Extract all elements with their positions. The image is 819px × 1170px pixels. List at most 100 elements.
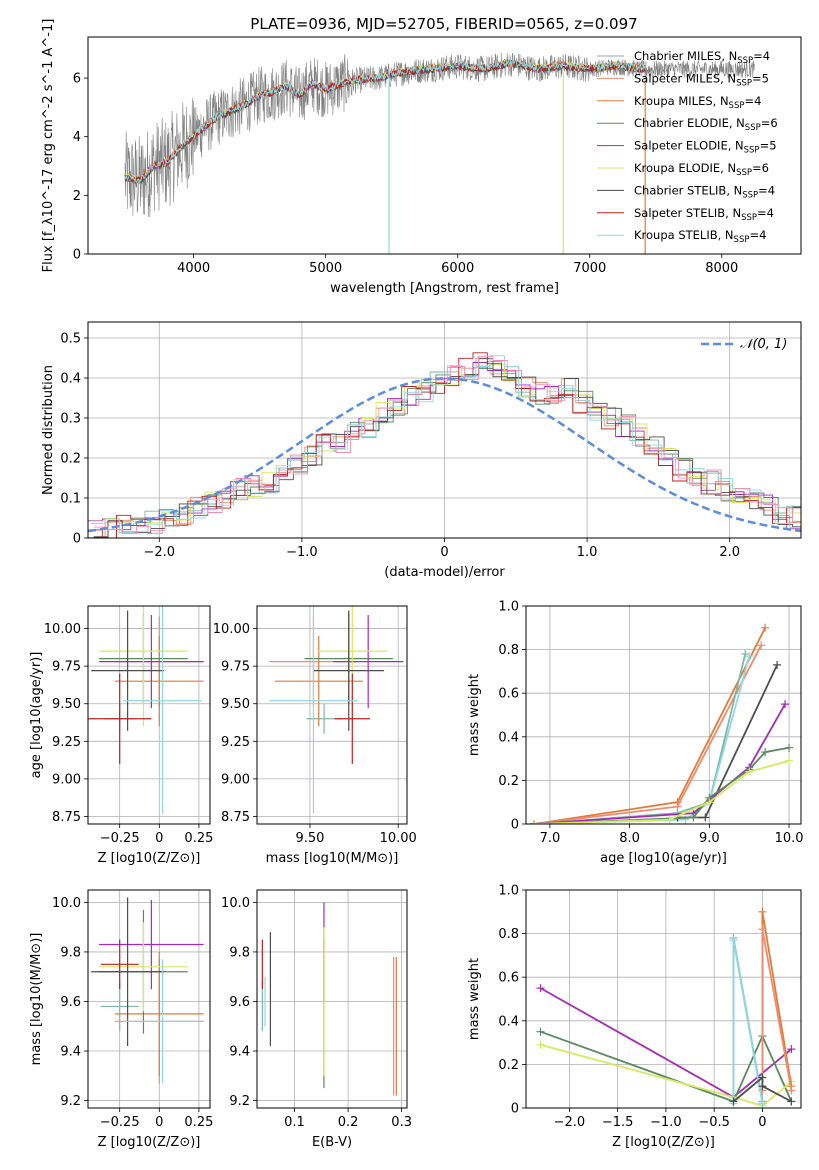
y-axis-label: mass weight: [467, 674, 482, 756]
plot-area: [526, 890, 801, 1108]
y-tick-label: 0.2: [498, 774, 519, 789]
weight-line: [533, 655, 751, 824]
residual-histogram: [88, 362, 801, 531]
panel-age_vs_Z: −0.25 0 0.25 8.75 9.00 9.25 9.50 9.75 10.00 Z [lo…: [29, 605, 213, 866]
x-tick-label: −0.25: [100, 831, 140, 846]
x-tick-label: 8.0: [619, 831, 640, 846]
weight-marker: [785, 756, 794, 765]
weight-line: [732, 1075, 792, 1103]
x-tick-label: −1.0: [286, 545, 318, 560]
legend-entry: Chabrier MILES, NSSP=4: [634, 49, 770, 66]
axes-frame: [256, 605, 408, 825]
y-tick-label: 9.6: [60, 995, 81, 1010]
data-spectrum: [124, 52, 756, 218]
x-tick-label: 0.3: [391, 1115, 412, 1130]
y-tick-label: 4: [73, 130, 81, 145]
y-tick-label: 0.4: [498, 730, 519, 745]
panel-weight_vs_age: 7.0 8.0 9.0 10.0 0 0.2 0.4 0.6 0.8 1.0 age [log10(…: [467, 600, 804, 867]
weight-line: [533, 703, 786, 824]
legend-entry: Kroupa MILES, NSSP=4: [634, 94, 761, 111]
y-axis-label: Flux [f_λ10^-17 erg cm^-2 s^-1 A^-1]: [41, 19, 56, 273]
weight-marker: [741, 649, 750, 658]
weight-marker: [757, 641, 766, 650]
x-tick-label: 0: [440, 545, 448, 560]
x-axis-label: wavelength [Angstrom, rest frame]: [330, 281, 559, 296]
panel-residuals: −2.0 −1.0 0 1.0 2.0 0 0.1 0.2 0.3 0.4 0.5 (data-mod…: [41, 321, 802, 580]
y-tick-label: 1.0: [498, 884, 519, 899]
weight-marker: [745, 767, 754, 776]
legend: Chabrier MILES, NSSP=4 Salpeter MILES, NS…: [597, 49, 778, 245]
axes-frame: [87, 36, 802, 255]
weight-marker: [665, 815, 674, 824]
y-tick-label: 9.00: [221, 772, 250, 787]
legend-entry: Chabrier STELIB, NSSP=4: [634, 183, 775, 200]
x-tick-label: 1.0: [577, 545, 598, 560]
y-tick-label: 0.2: [60, 452, 81, 467]
weight-marker: [745, 652, 754, 661]
legend-entry: Chabrier ELODIE, NSSP=6: [634, 116, 778, 133]
residual-histogram: [93, 355, 801, 535]
y-axis-label: mass weight: [467, 958, 482, 1040]
weight-marker: [761, 748, 770, 757]
y-tick-label: 0: [73, 532, 81, 547]
y-tick-label: 0.2: [498, 1058, 519, 1073]
weight-marker: [758, 925, 767, 934]
y-tick-label: 0.6: [498, 971, 519, 986]
y-tick-label: 0.4: [498, 1014, 519, 1029]
weight-marker: [758, 1082, 767, 1091]
x-axis-label: age [log10(age/yr)]: [600, 851, 727, 866]
y-tick-label: 1.0: [498, 600, 519, 615]
x-tick-label: −0.25: [100, 1115, 140, 1130]
y-tick-label: 0.6: [498, 687, 519, 702]
x-tick-label: 0.1: [284, 1115, 305, 1130]
y-tick-label: 10.00: [213, 622, 250, 637]
legend-entry: Kroupa STELIB, NSSP=4: [634, 228, 766, 245]
weight-marker: [761, 623, 770, 632]
legend-entry: Salpeter MILES, NSSP=5: [634, 71, 769, 88]
x-tick-label: −2.0: [144, 545, 176, 560]
y-tick-label: 9.50: [52, 697, 81, 712]
weight-marker: [758, 1073, 767, 1082]
axes-frame: [256, 889, 408, 1109]
x-tick-label: 7.0: [540, 831, 561, 846]
legend-entry: Salpeter ELODIE, NSSP=5: [634, 139, 777, 156]
x-tick-label: 9.0: [699, 831, 720, 846]
y-tick-label: 6: [73, 72, 81, 87]
y-axis-label: Normed distribution: [41, 365, 56, 495]
weight-marker: [729, 1097, 738, 1106]
y-tick-label: 9.8: [229, 945, 250, 960]
plot-area: [124, 52, 756, 254]
x-tick-label: 5000: [309, 261, 342, 276]
x-tick-label: 6000: [441, 261, 474, 276]
plot-area: [257, 890, 407, 1108]
weight-marker: [536, 1027, 545, 1036]
y-tick-label: 9.75: [52, 660, 81, 675]
axes-frame: [525, 605, 802, 825]
weight-marker: [758, 907, 767, 916]
x-tick-label: 0: [155, 1115, 163, 1130]
weight-line: [533, 746, 790, 824]
axes-frame: [87, 605, 211, 825]
plot-area: [88, 606, 210, 824]
plot-area: [88, 890, 210, 1108]
x-tick-label: −1.0: [650, 1115, 682, 1130]
weight-line: [677, 664, 778, 819]
x-axis-label: Z [log10(Z/Z⊙)]: [612, 1135, 715, 1150]
y-tick-label: 0: [73, 248, 81, 263]
y-tick-label: 0.3: [60, 412, 81, 427]
y-tick-label: 8.75: [221, 810, 250, 825]
x-tick-label: −1.5: [602, 1115, 634, 1130]
y-tick-label: 0.1: [60, 492, 81, 507]
x-tick-label: 0.25: [184, 1115, 213, 1130]
residual-histogram: [93, 367, 801, 538]
weight-marker: [689, 813, 698, 822]
x-tick-label: 2.0: [719, 545, 740, 560]
y-tick-label: 0.8: [498, 643, 519, 658]
plot-area: [257, 606, 407, 824]
y-tick-label: 9.25: [52, 735, 81, 750]
y-tick-label: 9.2: [60, 1094, 81, 1109]
weight-line: [761, 929, 793, 1091]
y-axis-label: age [log10(age/yr)]: [29, 652, 44, 779]
y-axis-label: mass [log10(M/M⊙)]: [29, 933, 44, 1066]
